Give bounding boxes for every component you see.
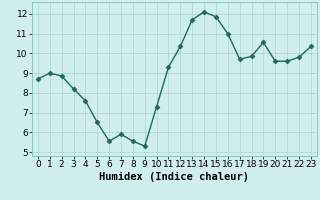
X-axis label: Humidex (Indice chaleur): Humidex (Indice chaleur): [100, 172, 249, 182]
